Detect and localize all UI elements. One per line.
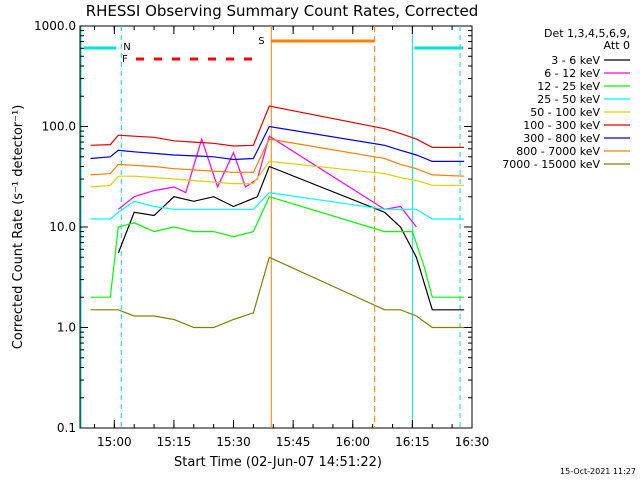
n-flag-label: N	[123, 42, 130, 53]
timestamp: 15-Oct-2021 11:27	[560, 467, 636, 476]
y-tick-label: 1.0	[57, 321, 76, 335]
legend-header: Det 1,3,4,5,6,9,	[544, 27, 630, 40]
chart-title: RHESSI Observing Summary Count Rates, Co…	[86, 2, 479, 20]
legend-entry-label: 25 - 50 keV	[537, 93, 600, 106]
plot-frame	[79, 25, 473, 429]
series-line	[90, 256, 465, 329]
legend-entry-label: 6 - 12 keV	[544, 67, 600, 80]
series-line	[117, 135, 417, 228]
legend-entry-label: 800 - 7000 keV	[516, 145, 600, 158]
series-line	[90, 138, 465, 177]
s-flag-label: S	[258, 36, 264, 47]
x-tick-label: 15:45	[276, 435, 311, 449]
x-tick-label: 15:00	[97, 435, 132, 449]
series-line	[90, 105, 465, 148]
series-line	[90, 160, 465, 188]
series-line	[90, 195, 465, 298]
legend-header: Att 0	[604, 39, 630, 52]
x-tick-label: 15:30	[216, 435, 251, 449]
x-axis-label: Start Time (02-Jun-07 14:51:22)	[174, 455, 382, 470]
series-line	[90, 125, 465, 162]
flags: NF S	[80, 26, 463, 428]
x-tick-label: 16:00	[335, 435, 370, 449]
y-tick-label: 10.0	[49, 220, 76, 234]
legend-entry-label: 7000 - 15000 keV	[502, 158, 600, 171]
legend-entry-label: 100 - 300 keV	[523, 119, 600, 132]
legend-entry-label: 12 - 25 keV	[537, 80, 600, 93]
y-tick-label: 0.1	[57, 421, 76, 435]
x-tick-label: 15:15	[157, 435, 192, 449]
y-tick-label: 100.0	[42, 120, 76, 134]
legend-entry-label: 50 - 100 keV	[530, 106, 600, 119]
y-axis-label: Corrected Count Rate (s⁻¹ detector⁻¹)	[11, 105, 26, 350]
f-flag-label: F	[122, 54, 128, 65]
y-tick-label: 1000.0	[34, 19, 76, 33]
legend-entry-label: 300 - 800 keV	[523, 132, 600, 145]
series-group	[90, 105, 465, 329]
axis-ticks: 0.1 1.0 10.0 100.0 1000.0 15:00 15:15 15:30 15:4…	[34, 19, 489, 449]
legend-entry-label: 3 - 6 keV	[551, 54, 600, 67]
x-tick-label: 16:30	[455, 435, 490, 449]
series-line	[90, 191, 465, 220]
series-line	[117, 165, 465, 311]
x-tick-label: 16:15	[395, 435, 430, 449]
